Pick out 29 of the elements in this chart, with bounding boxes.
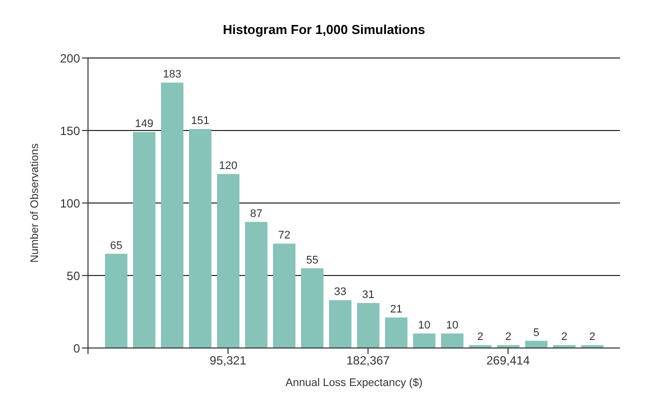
x-tick-label: 182,367 (346, 354, 390, 368)
data-label: 10 (418, 320, 430, 332)
data-label: 87 (250, 208, 262, 220)
data-label: 5 (533, 326, 540, 339)
data-label: 21 (390, 304, 402, 316)
data-label: 2 (589, 331, 596, 344)
data-label: 120 (219, 160, 238, 172)
y-tick-label: 0 (73, 341, 80, 356)
data-label: 65 (110, 240, 122, 252)
y-axis-title: Number of Observations (28, 142, 41, 263)
data-label: 2 (561, 331, 568, 344)
y-tick-label: 100 (60, 196, 80, 210)
y-tick-label: 200 (60, 51, 80, 66)
data-label: 55 (306, 254, 318, 266)
y-tick-label: 50 (66, 268, 80, 283)
data-label: 2 (477, 331, 484, 344)
data-label: 149 (135, 118, 154, 130)
x-tick-label: 269,414 (486, 354, 530, 368)
chart-title: Histogram For 1,000 Simulations (222, 21, 426, 39)
data-label: 183 (163, 68, 182, 81)
data-label: 72 (278, 230, 290, 242)
y-tick-label: 150 (60, 124, 80, 138)
x-tick-label: 95,321 (210, 354, 247, 368)
data-label: 33 (334, 286, 346, 298)
data-label: 151 (191, 115, 210, 128)
data-label: 10 (446, 320, 458, 332)
x-axis-title: Annual Loss Expectancy ($) (286, 377, 422, 389)
data-label: 31 (362, 289, 374, 302)
data-label: 2 (505, 331, 512, 344)
